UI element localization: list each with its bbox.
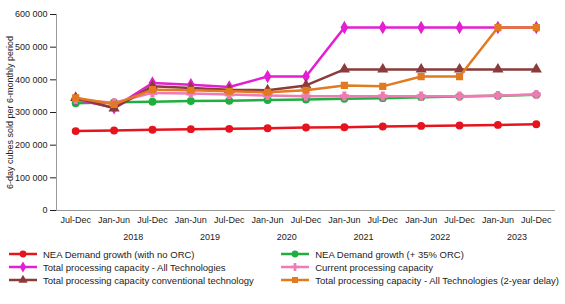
- svg-text:300 000: 300 000: [15, 107, 48, 117]
- svg-text:Jul-Dec: Jul-Dec: [291, 215, 322, 225]
- svg-text:400 000: 400 000: [15, 75, 48, 85]
- svg-text:Jan-Jun: Jan-Jun: [98, 215, 130, 225]
- html-text:NEA Demand growth (+ 35% ORC): NEA Demand growth (+ 35% ORC): [315, 248, 464, 260]
- svg-text:Jan-Jun: Jan-Jun: [328, 215, 360, 225]
- svg-text:Jan-Jun: Jan-Jun: [252, 215, 284, 225]
- svg-text:Jul-Dec: Jul-Dec: [137, 215, 168, 225]
- svg-text:100 000: 100 000: [15, 173, 48, 183]
- svg-text:Jan-Jun: Jan-Jun: [482, 215, 514, 225]
- svg-text:2019: 2019: [200, 232, 220, 242]
- svg-text:Jan-Jun: Jan-Jun: [175, 215, 207, 225]
- svg-text:Jan-Jun: Jan-Jun: [405, 215, 437, 225]
- svg-text:0: 0: [42, 205, 47, 215]
- svg-text:200 000: 200 000: [15, 140, 48, 150]
- svg-text:500 000: 500 000: [15, 42, 48, 52]
- svg-text:6-day cubes sold per 6-monthly: 6-day cubes sold per 6-monthly period: [5, 36, 15, 189]
- svg-text:2023: 2023: [507, 232, 527, 242]
- svg-text:2022: 2022: [430, 232, 450, 242]
- html-text:Current processing capacity: Current processing capacity: [315, 261, 433, 273]
- html-text:Total processing capacity - Al: Total processing capacity - All Technolo…: [315, 274, 559, 286]
- svg-text:2020: 2020: [277, 232, 297, 242]
- svg-text:Jul-Dec: Jul-Dec: [444, 215, 475, 225]
- svg-text:2021: 2021: [354, 232, 374, 242]
- svg-text:Jul-Dec: Jul-Dec: [521, 215, 552, 225]
- html-text:Total processing capacity - Al: Total processing capacity - All Technolo…: [43, 261, 226, 273]
- svg-text:Jul-Dec: Jul-Dec: [214, 215, 245, 225]
- html-text:Total processing capacity conv: Total processing capacity conventional t…: [43, 274, 254, 286]
- svg-text:Jul-Dec: Jul-Dec: [60, 215, 91, 225]
- svg-text:Jul-Dec: Jul-Dec: [368, 215, 399, 225]
- html-text:NEA Demand growth (with no ORC: NEA Demand growth (with no ORC): [43, 248, 195, 260]
- svg-text:2018: 2018: [123, 232, 143, 242]
- svg-text:600 000: 600 000: [15, 9, 48, 19]
